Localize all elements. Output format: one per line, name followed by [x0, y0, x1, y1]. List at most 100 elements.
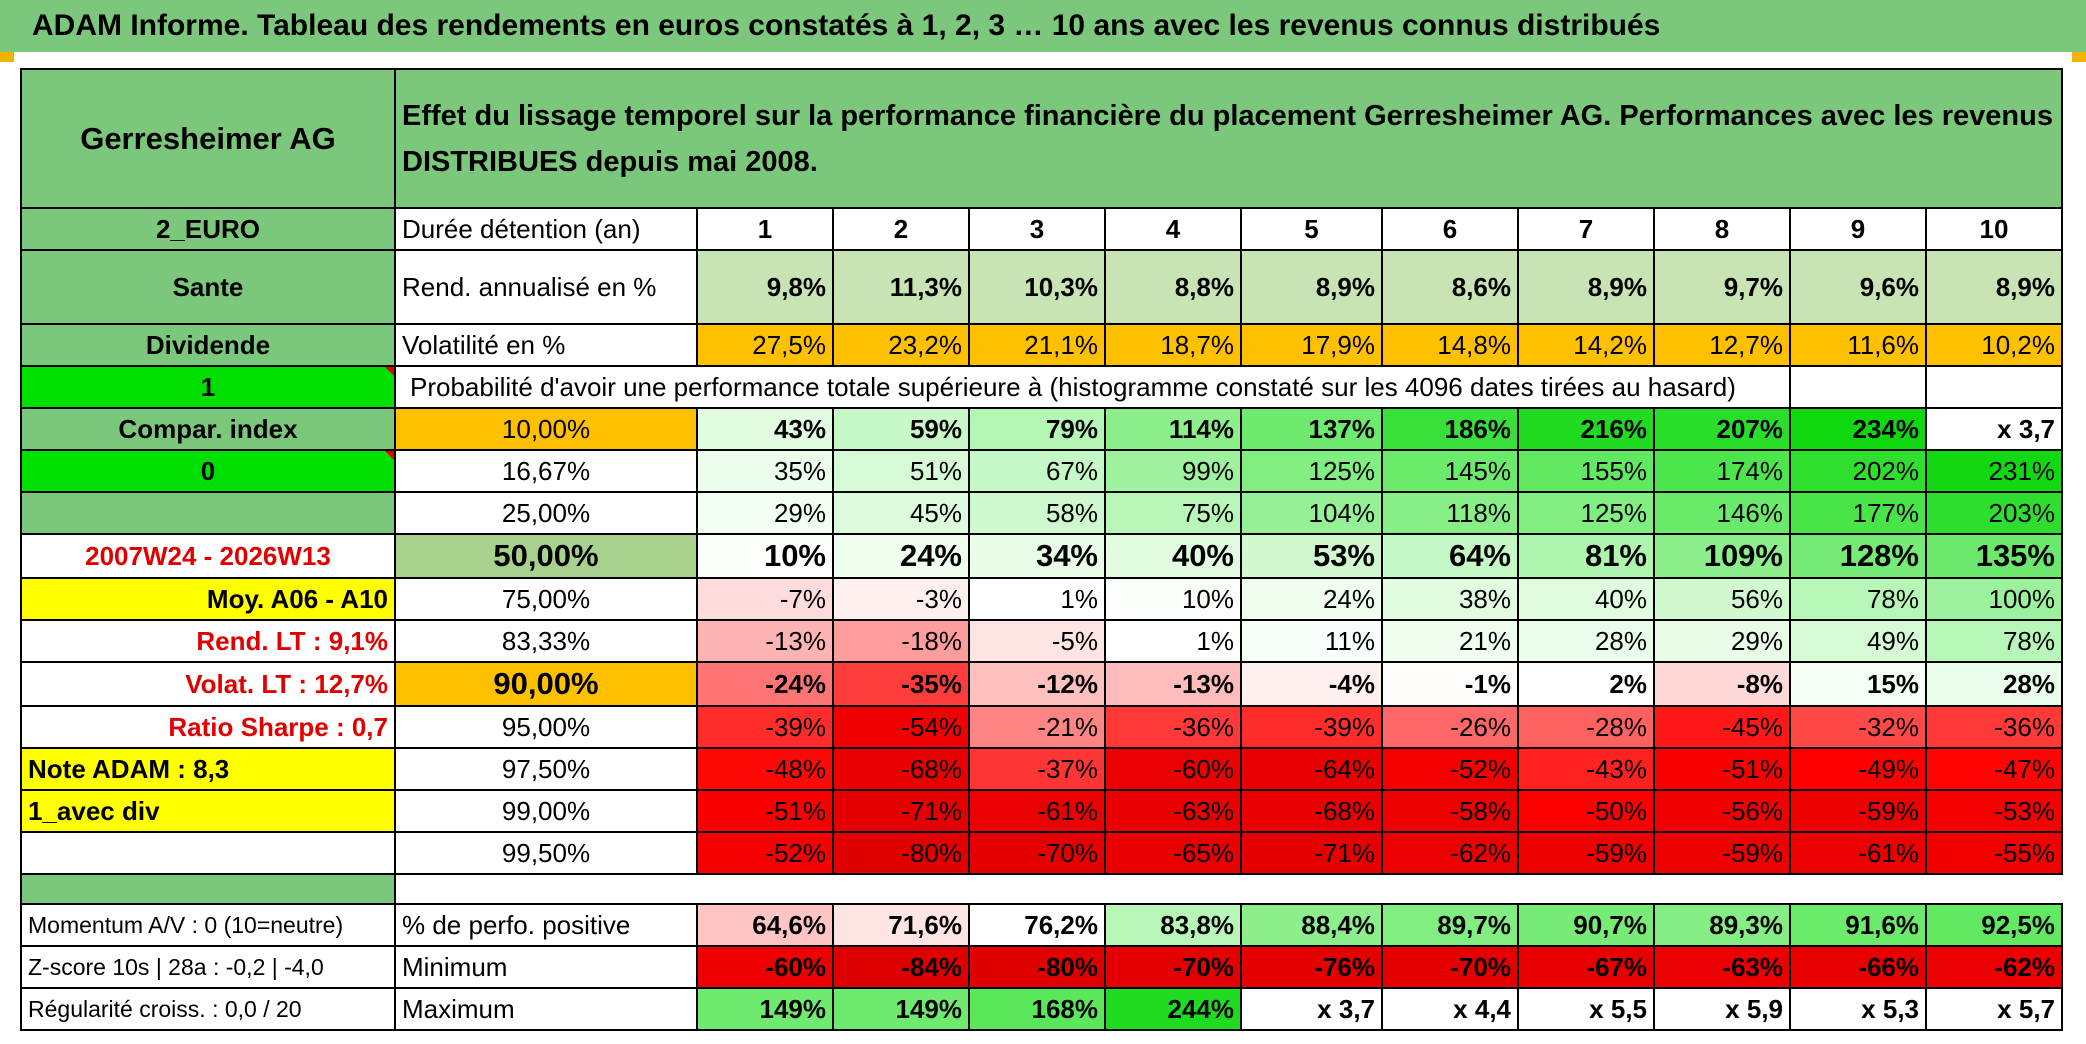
- duration-label: Durée détention (an): [394, 207, 698, 251]
- rend-cell: 8,6%: [1381, 249, 1519, 325]
- quantile-cell: -71%: [832, 789, 970, 833]
- empty-cell: [20, 831, 396, 875]
- quantile-cell: -64%: [1240, 747, 1383, 791]
- maximum-cell: 168%: [968, 987, 1106, 1031]
- quantile-cell: -36%: [1925, 705, 2063, 749]
- quantile-cell: 10%: [1104, 577, 1242, 621]
- quantile-cell: 24%: [1240, 577, 1383, 621]
- quantile-cell: -51%: [696, 789, 834, 833]
- quantile-cell: x 3,7: [1925, 407, 2063, 451]
- report-title: ADAM Informe. Tableau des rendements en …: [0, 0, 2086, 52]
- maximum-cell: x 5,9: [1653, 987, 1791, 1031]
- quantile-cell: 28%: [1925, 661, 2063, 707]
- minimum-cell: -66%: [1789, 945, 1927, 989]
- quantile-cell: -48%: [696, 747, 834, 791]
- quantile-cell: 21%: [1381, 619, 1519, 663]
- minimum-cell: -60%: [696, 945, 834, 989]
- quantile-cell: -54%: [832, 705, 970, 749]
- asset-name: Gerresheimer AG: [20, 68, 396, 209]
- flag-zero-cell[interactable]: 0: [20, 449, 396, 493]
- quantile-cell: -1%: [1381, 661, 1519, 707]
- quantile-cell: -59%: [1789, 789, 1927, 833]
- quantile-cell: 137%: [1240, 407, 1383, 451]
- quantile-cell: 81%: [1517, 533, 1655, 579]
- quantile-label: 83,33%: [394, 619, 698, 663]
- quantile-cell: -24%: [696, 661, 834, 707]
- quantile-cell: 29%: [696, 491, 834, 535]
- quantile-row: 1_avec div 99,00% -51% -71% -61% -63% -6…: [20, 789, 2063, 833]
- quantile-cell: 78%: [1789, 577, 1927, 621]
- year-cell: 3: [968, 207, 1106, 251]
- quantile-cell: -80%: [832, 831, 970, 875]
- positive-cell: 89,3%: [1653, 903, 1791, 947]
- quantile-cell: 207%: [1653, 407, 1791, 451]
- quantile-label: 95,00%: [394, 705, 698, 749]
- quantile-cell: 15%: [1789, 661, 1927, 707]
- vol-cell: 14,8%: [1381, 323, 1519, 367]
- quantile-cell: 125%: [1517, 491, 1655, 535]
- maximum-cell: 244%: [1104, 987, 1242, 1031]
- sector-label: Sante: [20, 249, 396, 325]
- quantile-cell: 58%: [968, 491, 1106, 535]
- quantile-cell: -39%: [696, 705, 834, 749]
- quantile-row: 0 16,67% 35% 51% 67% 99% 125% 145% 155% …: [20, 449, 2063, 493]
- quantile-cell: 174%: [1653, 449, 1791, 493]
- performance-table: Gerresheimer AG Effet du lissage tempore…: [20, 68, 2063, 1031]
- quantile-cell: -43%: [1517, 747, 1655, 791]
- rend-lt-label: Rend. LT : 9,1%: [20, 619, 396, 663]
- year-cell: 5: [1240, 207, 1383, 251]
- quantile-cell: -13%: [696, 619, 834, 663]
- quantile-cell: 99%: [1104, 449, 1242, 493]
- quantile-label: 25,00%: [394, 491, 698, 535]
- quantile-cell: -47%: [1925, 747, 2063, 791]
- quantile-cell: 128%: [1789, 533, 1927, 579]
- quantile-label: 16,67%: [394, 449, 698, 493]
- flag-one-cell[interactable]: 1: [20, 365, 396, 409]
- vol-cell: 14,2%: [1517, 323, 1655, 367]
- minimum-cell: -70%: [1104, 945, 1242, 989]
- vol-cell: 17,9%: [1240, 323, 1383, 367]
- quantile-row: Rend. LT : 9,1% 83,33% -13% -18% -5% 1% …: [20, 619, 2063, 663]
- year-cell: 6: [1381, 207, 1519, 251]
- minimum-cell: -67%: [1517, 945, 1655, 989]
- quantile-cell: 202%: [1789, 449, 1927, 493]
- minimum-cell: -62%: [1925, 945, 2063, 989]
- rend-cell: 8,9%: [1517, 249, 1655, 325]
- volat-lt-label: Volat. LT : 12,7%: [20, 661, 396, 707]
- positive-cell: 92,5%: [1925, 903, 2063, 947]
- quantile-cell: -13%: [1104, 661, 1242, 707]
- quantile-cell: -68%: [832, 747, 970, 791]
- moy-label: Moy. A06 - A10: [20, 577, 396, 621]
- quantile-cell: -36%: [1104, 705, 1242, 749]
- sharpe-label: Ratio Sharpe : 0,7: [20, 705, 396, 749]
- quantile-cell: -65%: [1104, 831, 1242, 875]
- quantile-cell: -50%: [1517, 789, 1655, 833]
- quantile-cell: 64%: [1381, 533, 1519, 579]
- vol-cell: 12,7%: [1653, 323, 1791, 367]
- quantile-cell: -21%: [968, 705, 1106, 749]
- quantile-cell: 67%: [968, 449, 1106, 493]
- minimum-cell: -76%: [1240, 945, 1383, 989]
- quantile-cell: 177%: [1789, 491, 1927, 535]
- corner-mark-left: [0, 52, 14, 62]
- quantile-cell: -61%: [968, 789, 1106, 833]
- quantile-cell: -56%: [1653, 789, 1791, 833]
- positive-cell: 83,8%: [1104, 903, 1242, 947]
- quantile-cell: 1%: [1104, 619, 1242, 663]
- quantile-cell: 35%: [696, 449, 834, 493]
- quantile-cell: 234%: [1789, 407, 1927, 451]
- positive-cell: 90,7%: [1517, 903, 1655, 947]
- rend-cell: 9,7%: [1653, 249, 1791, 325]
- rend-label: Rend. annualisé en %: [394, 249, 698, 325]
- quantile-cell: 40%: [1517, 577, 1655, 621]
- quantile-cell: -58%: [1381, 789, 1519, 833]
- minimum-cell: -80%: [968, 945, 1106, 989]
- quantile-cell: -70%: [968, 831, 1106, 875]
- quantile-cell: -39%: [1240, 705, 1383, 749]
- empty-cell: [1789, 365, 1927, 409]
- rend-cell: 9,6%: [1789, 249, 1927, 325]
- quantile-cell: 10%: [696, 533, 834, 579]
- quantile-cell: 104%: [1240, 491, 1383, 535]
- quantile-cell: 28%: [1517, 619, 1655, 663]
- quantile-cell: -7%: [696, 577, 834, 621]
